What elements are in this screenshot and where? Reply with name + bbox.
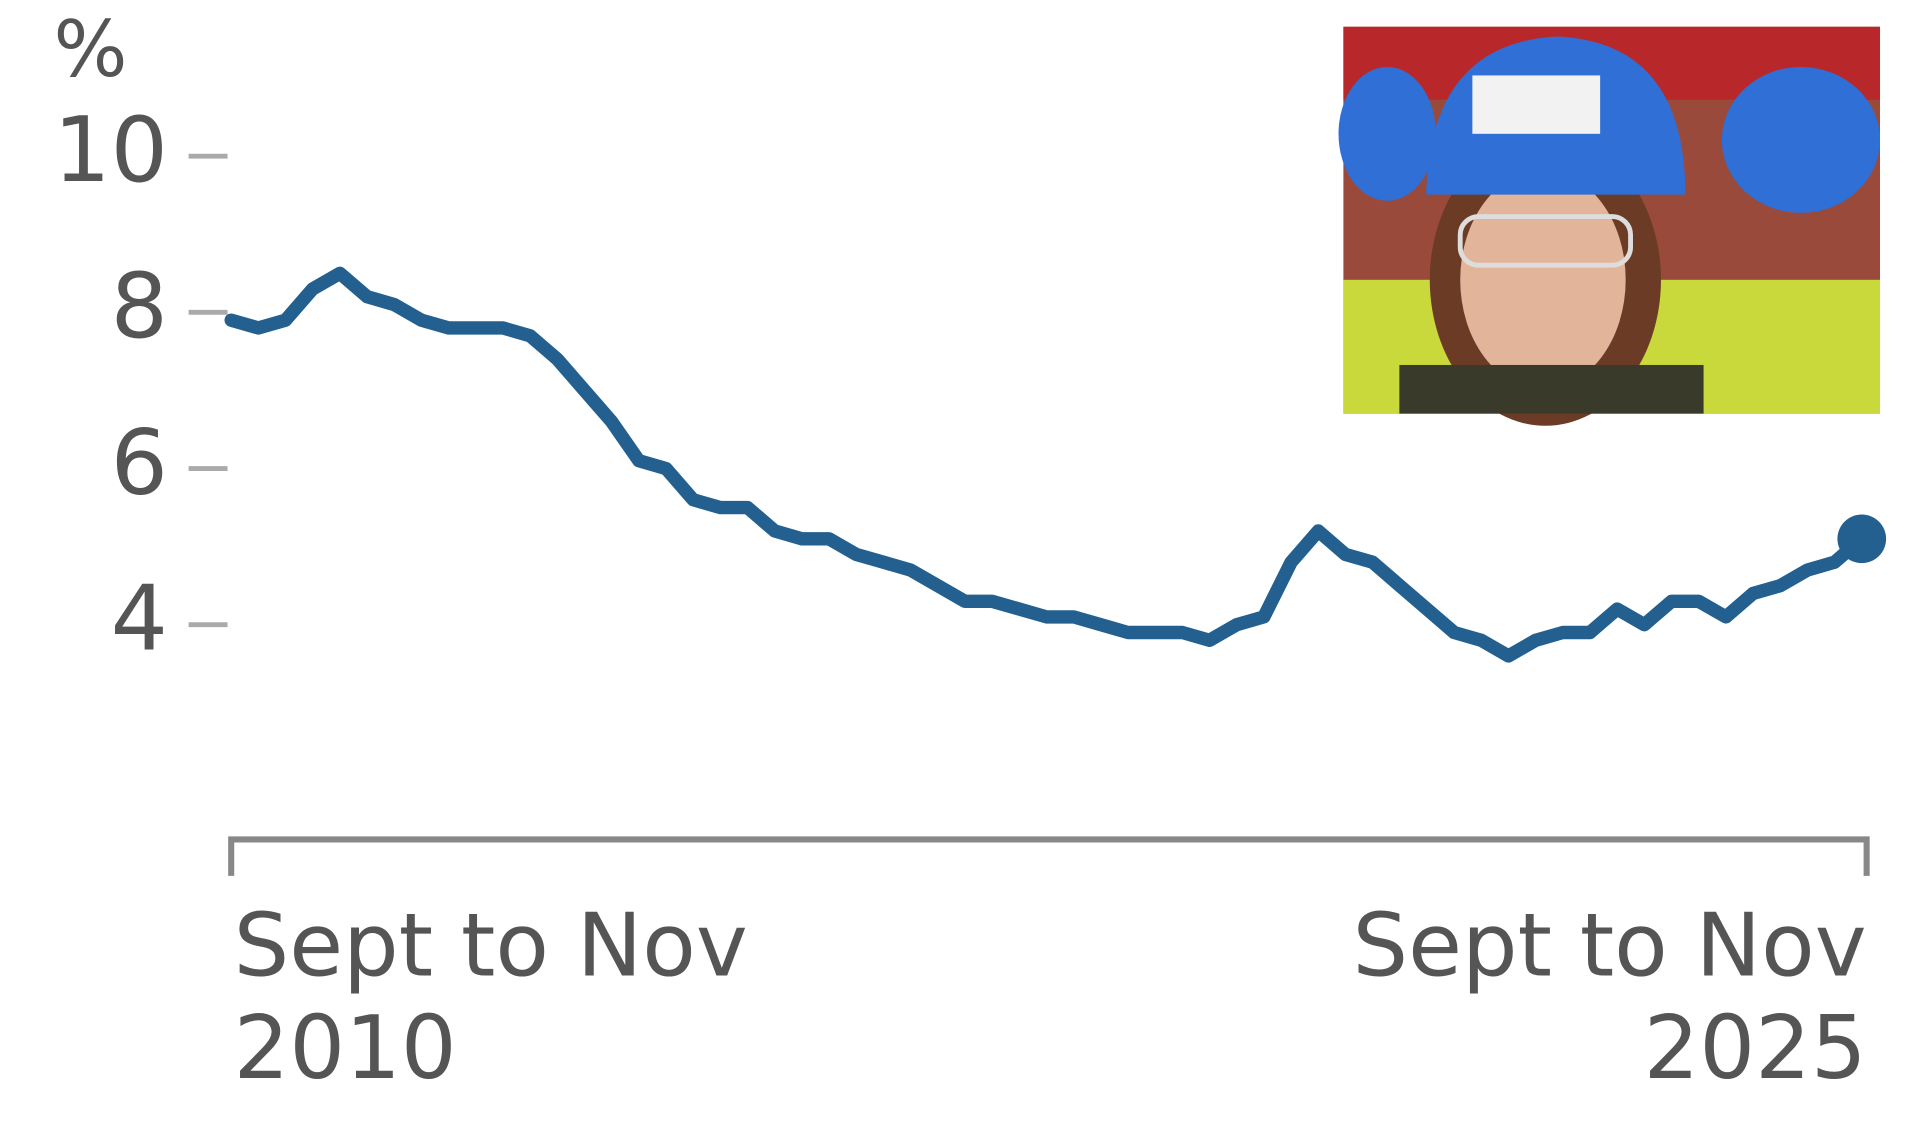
plot: 4 6 8 10 Sept to Nov 2010 Sept to Nov 2025 xyxy=(53,98,1887,1099)
y-tick-label: 10 xyxy=(53,98,168,203)
end-marker xyxy=(1837,514,1887,564)
photo-coat xyxy=(1399,364,1704,414)
photo-helmet xyxy=(1721,66,1881,213)
x-tick-label: Sept to Nov 2010 xyxy=(233,894,748,1099)
photo-helmet xyxy=(1338,66,1436,201)
photo-face xyxy=(1460,170,1626,390)
y-tick-label: 6 xyxy=(111,410,168,515)
photo-glasses xyxy=(1457,214,1633,268)
x-tick-label-box: Sept to Nov 2010 xyxy=(233,894,748,1099)
y-tick-label: 4 xyxy=(111,567,168,672)
photo-label xyxy=(1472,75,1601,134)
y-tick-label: 8 xyxy=(111,254,168,359)
line xyxy=(224,266,1869,663)
x-tick-label: Sept to Nov 2025 xyxy=(1352,894,1867,1099)
x-tick-label-box: Sept to Nov 2025 xyxy=(1352,894,1867,1099)
y-axis-label: % xyxy=(54,5,128,95)
x-axis xyxy=(228,836,1870,876)
photo xyxy=(1338,26,1881,426)
